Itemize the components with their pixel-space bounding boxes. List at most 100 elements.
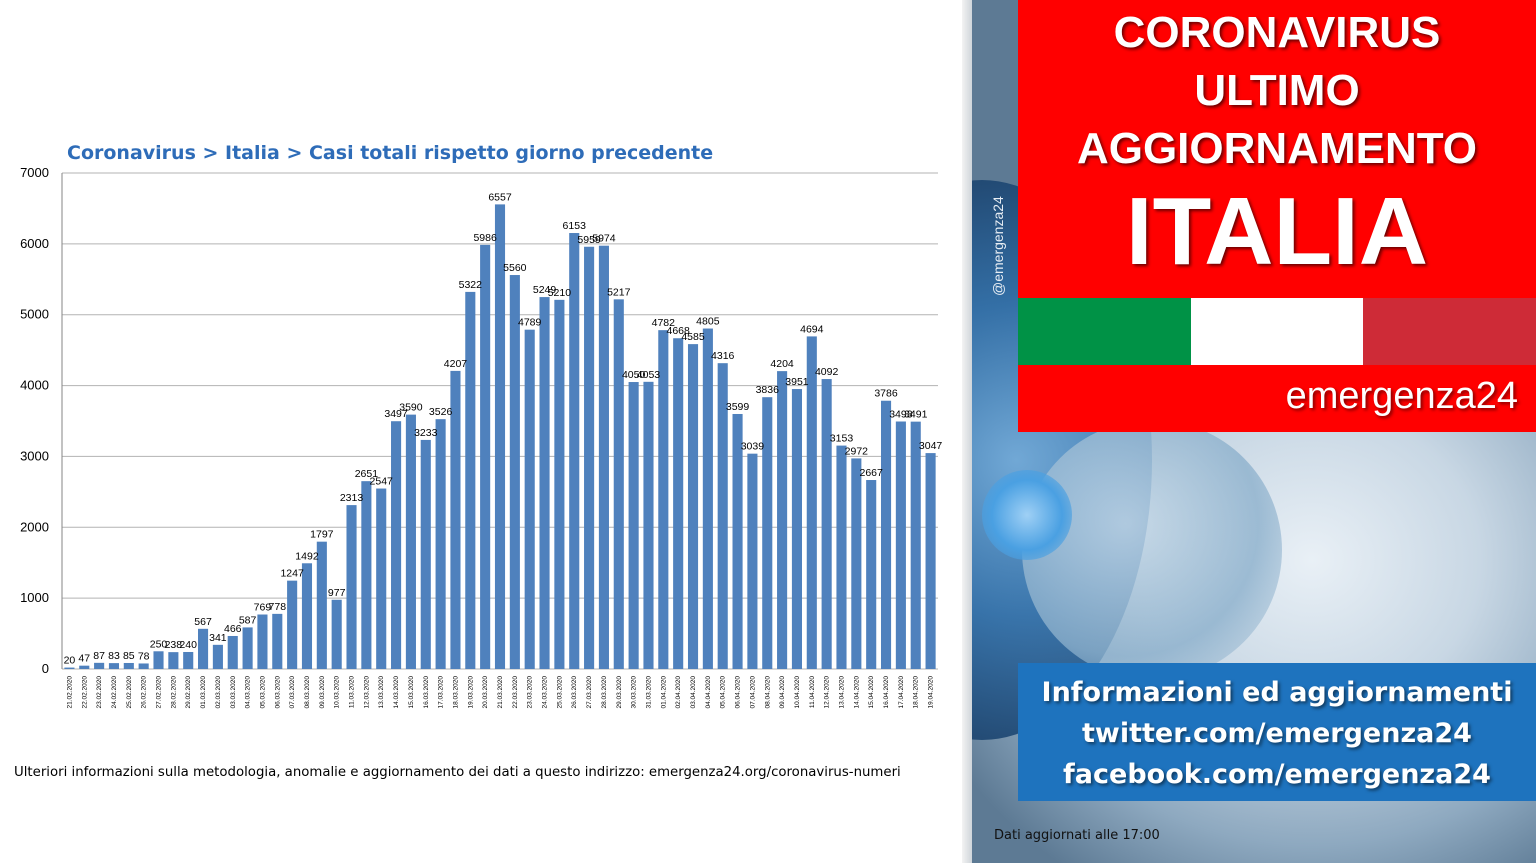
x-tick-label: 11.04.2020 xyxy=(809,676,816,708)
data-label: 1492 xyxy=(295,550,319,562)
bar xyxy=(628,382,639,669)
y-tick-label: 1000 xyxy=(20,590,49,605)
data-label: 466 xyxy=(224,623,242,635)
bar xyxy=(866,480,877,669)
data-label: 20 xyxy=(64,655,76,667)
data-label: 4053 xyxy=(637,369,661,381)
data-label: 567 xyxy=(194,616,212,628)
data-label: 78 xyxy=(138,650,150,662)
bar xyxy=(153,651,164,669)
data-label: 4207 xyxy=(444,358,468,370)
x-tick-label: 10.04.2020 xyxy=(794,676,801,709)
data-label: 3836 xyxy=(756,384,780,396)
bar xyxy=(584,246,595,669)
bar xyxy=(836,445,847,669)
virus-image xyxy=(982,470,1072,560)
bar xyxy=(301,563,313,669)
data-label: 5959 xyxy=(577,234,601,246)
bar xyxy=(227,635,238,669)
data-label: 778 xyxy=(269,601,287,613)
bar xyxy=(851,458,862,669)
data-label: 4805 xyxy=(696,316,720,328)
data-label: 4585 xyxy=(681,331,705,343)
data-label: 3599 xyxy=(726,401,750,413)
x-tick-label: 04.03.2020 xyxy=(245,676,252,709)
data-label: 5217 xyxy=(607,286,631,298)
bar xyxy=(138,663,149,669)
data-label: 4694 xyxy=(800,323,824,335)
x-tick-label: 15.04.2020 xyxy=(868,676,875,709)
y-tick-label: 4000 xyxy=(20,378,49,393)
bar xyxy=(791,389,802,669)
data-label: 2313 xyxy=(340,492,364,504)
bar xyxy=(391,421,402,669)
y-tick-label: 7000 xyxy=(20,165,49,180)
bar xyxy=(242,627,253,669)
chart-panel: Coronavirus > Italia > Casi totali rispe… xyxy=(14,142,943,780)
bar xyxy=(198,628,209,669)
data-label: 587 xyxy=(239,614,257,626)
x-tick-label: 18.03.2020 xyxy=(452,676,459,709)
data-label: 3786 xyxy=(874,388,898,400)
data-label: 4789 xyxy=(518,317,542,329)
headline-banner: CORONAVIRUS ULTIMO AGGIORNAMENTO ITALIA xyxy=(1018,0,1536,298)
data-label: 3039 xyxy=(741,441,765,453)
x-tick-label: 16.03.2020 xyxy=(423,676,430,709)
bar xyxy=(910,421,921,669)
x-tick-label: 08.03.2020 xyxy=(304,676,311,709)
data-label: 6153 xyxy=(563,220,587,232)
brand-bar: emergenza24 xyxy=(1018,365,1536,432)
data-label: 4204 xyxy=(770,358,794,370)
x-tick-label: 12.04.2020 xyxy=(824,676,831,709)
bar xyxy=(880,400,892,669)
x-tick-label: 27.03.2020 xyxy=(586,676,593,709)
bar xyxy=(480,244,491,669)
bar xyxy=(613,299,624,669)
data-label: 3526 xyxy=(429,406,453,418)
bar xyxy=(450,370,461,669)
bar xyxy=(123,662,134,669)
x-tick-label: 01.03.2020 xyxy=(200,676,207,709)
x-tick-label: 30.03.2020 xyxy=(631,676,638,709)
twitter-link[interactable]: twitter.com/emergenza24 xyxy=(1082,718,1472,749)
bar xyxy=(257,614,268,669)
panel-divider xyxy=(962,0,972,863)
bar xyxy=(465,291,476,669)
bar xyxy=(287,580,298,669)
y-tick-label: 5000 xyxy=(20,307,49,322)
x-tick-label: 02.04.2020 xyxy=(675,676,682,709)
bar xyxy=(717,363,728,669)
x-tick-label: 29.03.2020 xyxy=(616,676,623,709)
data-label: 1797 xyxy=(310,529,334,541)
x-tick-label: 23.03.2020 xyxy=(527,676,534,709)
x-tick-label: 07.03.2020 xyxy=(289,676,296,709)
bar xyxy=(435,419,446,669)
x-tick-label: 14.04.2020 xyxy=(853,676,860,709)
headline-line-2: ULTIMO xyxy=(1194,66,1360,115)
x-tick-label: 17.04.2020 xyxy=(898,676,905,709)
flag-band-red xyxy=(1363,298,1536,365)
headline-line-3: AGGIORNAMENTO xyxy=(1076,124,1478,173)
x-tick-label: 24.03.2020 xyxy=(542,676,549,709)
bar-chart: Coronavirus > Italia > Casi totali rispe… xyxy=(20,142,943,709)
bar xyxy=(821,379,832,669)
bar xyxy=(509,275,520,669)
x-tick-label: 03.03.2020 xyxy=(230,676,237,709)
bar xyxy=(79,665,90,669)
x-tick-label: 20.03.2020 xyxy=(482,676,489,709)
data-label: 4316 xyxy=(711,350,735,362)
bar xyxy=(316,541,327,669)
data-label: 2667 xyxy=(860,467,884,479)
social-handle-vertical: @emergenza24 xyxy=(990,178,1008,298)
bar xyxy=(925,453,936,669)
data-label: 3233 xyxy=(414,427,438,439)
x-tick-label: 08.04.2020 xyxy=(764,676,771,709)
x-tick-label: 06.04.2020 xyxy=(735,676,742,709)
bar xyxy=(806,336,817,669)
x-tick-label: 12.03.2020 xyxy=(363,676,370,709)
facebook-link[interactable]: facebook.com/emergenza24 xyxy=(1063,759,1491,790)
headline-country: ITALIA xyxy=(1125,178,1429,285)
x-tick-label: 17.03.2020 xyxy=(438,676,445,709)
chart-title: Coronavirus > Italia > Casi totali rispe… xyxy=(67,142,713,164)
